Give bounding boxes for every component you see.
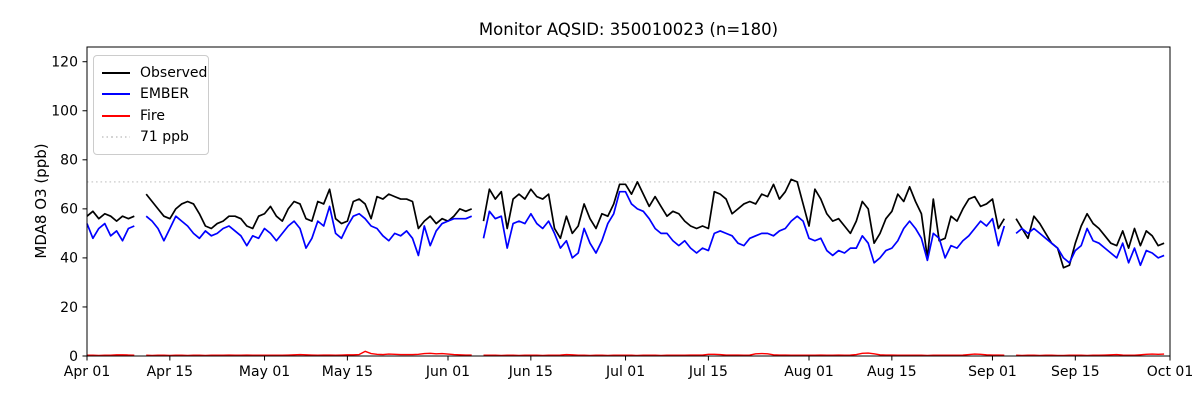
threshold-line-swatch-icon (102, 136, 130, 139)
x-axis-tick-label: Jun 15 (508, 364, 553, 380)
x-axis-tick-label: Apr 15 (147, 364, 193, 380)
legend-item-ember: EMBER (102, 84, 200, 106)
legend-item-threshold: 71 ppb (102, 127, 200, 149)
observed-line (86, 210, 135, 222)
legend-item-fire: Fire (102, 105, 200, 127)
x-axis-tick-label: Jul 15 (688, 364, 728, 380)
fire-line (483, 352, 1005, 357)
chart-title: Monitor AQSID: 350010023 (n=180) (478, 20, 779, 39)
x-axis-tick-label: Sep 01 (968, 364, 1017, 380)
observed-line-swatch-icon (102, 71, 130, 74)
y-axis-tick-label: 120 (51, 55, 78, 71)
fire-line (1016, 353, 1165, 357)
legend-item-observed: Observed (102, 62, 207, 84)
y-axis-tick-label: 60 (60, 202, 78, 218)
ember-line (145, 205, 473, 257)
fire-line (87, 354, 135, 357)
fire-line-swatch-icon (102, 114, 130, 117)
x-axis-tick-label: Apr 01 (64, 364, 110, 380)
observed-line (1015, 212, 1165, 269)
y-axis-tick-label: 40 (60, 251, 78, 267)
y-axis-tick-label: 20 (60, 300, 78, 316)
legend-label-fire: Fire (140, 107, 165, 124)
x-axis-tick-label: Jul 01 (605, 364, 645, 380)
x-axis-tick-label: Jun 01 (425, 364, 470, 380)
x-axis-tick-label: Aug 15 (867, 364, 917, 380)
ember-line (1015, 227, 1165, 267)
plot-frame (86, 46, 1171, 357)
legend-label-ember: EMBER (140, 86, 190, 103)
x-axis-tick-label: May 15 (322, 364, 373, 380)
y-axis-tick-label: 80 (60, 153, 78, 169)
legend-label-observed: Observed (140, 64, 208, 81)
ember-line (86, 222, 135, 242)
legend: Observed EMBER Fire 71 ppb (93, 55, 209, 155)
observed-line (145, 188, 473, 230)
x-axis-tick-label: Aug 01 (784, 364, 834, 380)
x-axis-tick-label: May 01 (239, 364, 290, 380)
ember-line-swatch-icon (102, 93, 130, 96)
ember-line (482, 190, 1006, 264)
x-axis-tick-label: Oct 01 (1147, 364, 1193, 380)
y-axis-tick-label: 0 (69, 349, 78, 365)
x-axis-tick-label: Sep 15 (1051, 364, 1100, 380)
fire-line (146, 350, 472, 357)
y-axis-tick-label: 100 (51, 104, 78, 120)
observed-line (482, 178, 1006, 259)
legend-label-threshold: 71 ppb (140, 129, 189, 146)
